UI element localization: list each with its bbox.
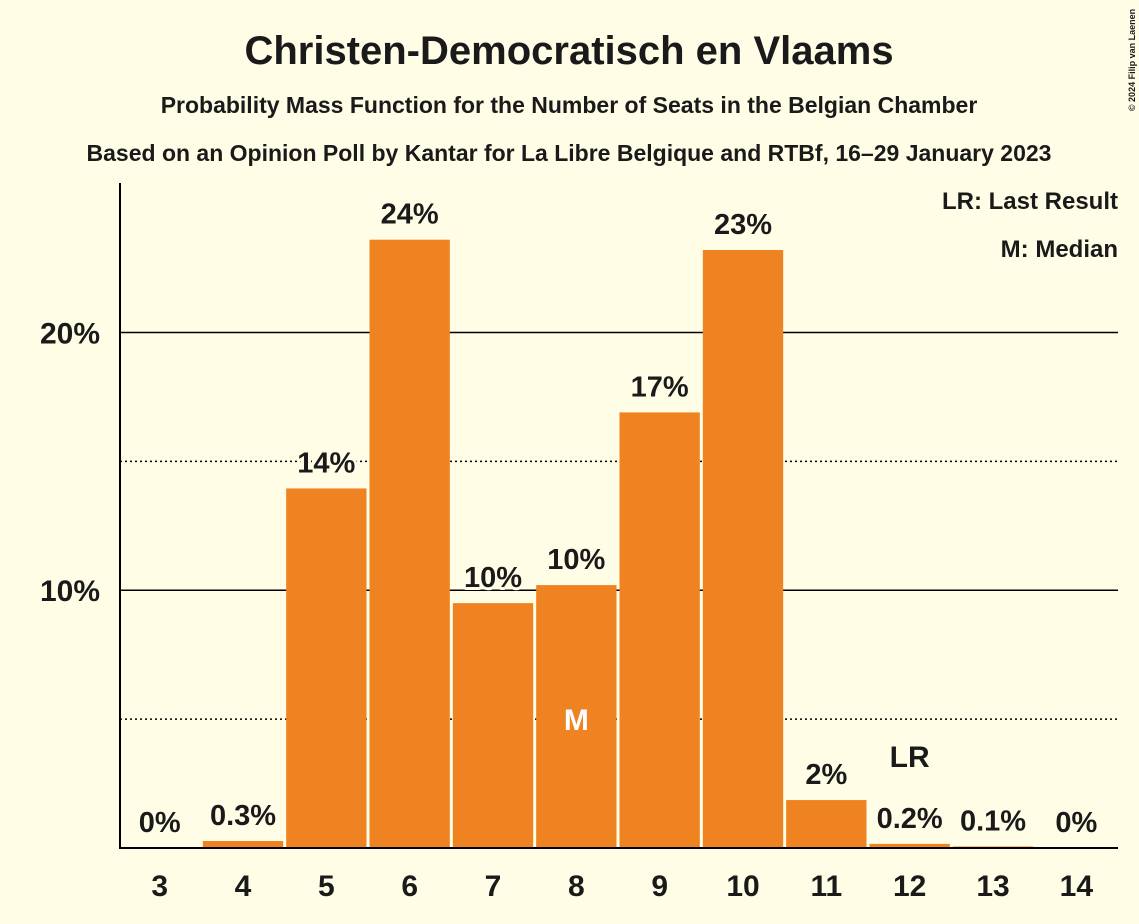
x-tick-label: 7 [485, 870, 502, 903]
value-label: 0% [1055, 807, 1097, 839]
bars [202, 239, 1034, 848]
value-label: 0.2% [877, 803, 943, 835]
x-tick-label: 6 [401, 870, 418, 903]
labels: 10% 20% 3 0% 4 0.3% 5 14% 6 24% 7 10% 8 10% 9 17% 10 23% 1… [37, 185, 1121, 903]
chart-subtitle: Based on an Opinion Poll by Kantar for L… [87, 140, 1052, 166]
x-tick-label: 5 [318, 870, 335, 903]
value-label: 17% [631, 371, 689, 403]
bar [452, 603, 534, 848]
chart-title: Christen-Democratisch en Vlaams [244, 29, 893, 73]
value-label: 14% [297, 447, 355, 479]
x-tick-label: 4 [235, 870, 252, 903]
value-label: 2% [805, 759, 847, 791]
legend-entry: M: Median [1001, 236, 1118, 263]
x-tick-label: 13 [976, 870, 1009, 903]
y-tick-label: 20% [40, 317, 100, 350]
value-label: 0.1% [960, 805, 1026, 837]
y-tick-label: 10% [40, 575, 100, 608]
bar [286, 488, 367, 848]
value-label: 24% [381, 199, 439, 231]
bar [869, 843, 950, 848]
bar [369, 239, 450, 848]
x-tick-label: 14 [1060, 870, 1094, 903]
value-label: 23% [714, 209, 772, 241]
chart-subtitle: Probability Mass Function for the Number… [161, 92, 978, 118]
value-label: 0% [139, 807, 181, 839]
last-result-marker: LR [890, 741, 930, 774]
value-label: 0.3% [210, 800, 276, 832]
bar [619, 412, 700, 848]
bar [786, 800, 867, 848]
x-tick-label: 8 [568, 870, 585, 903]
value-label: 10% [464, 562, 522, 594]
x-tick-label: 9 [651, 870, 668, 903]
x-tick-label: 10 [726, 870, 759, 903]
legend-entry: LR: Last Result [942, 188, 1118, 215]
x-tick-label: 3 [151, 870, 168, 903]
value-label: 10% [547, 544, 605, 576]
bar [536, 585, 617, 848]
x-tick-label: 11 [810, 870, 842, 903]
bar [702, 250, 784, 848]
copyright: © 2024 Filip van Laenen [1127, 9, 1137, 111]
median-marker: M [564, 704, 589, 737]
x-tick-label: 12 [893, 870, 926, 903]
bar [202, 841, 284, 848]
